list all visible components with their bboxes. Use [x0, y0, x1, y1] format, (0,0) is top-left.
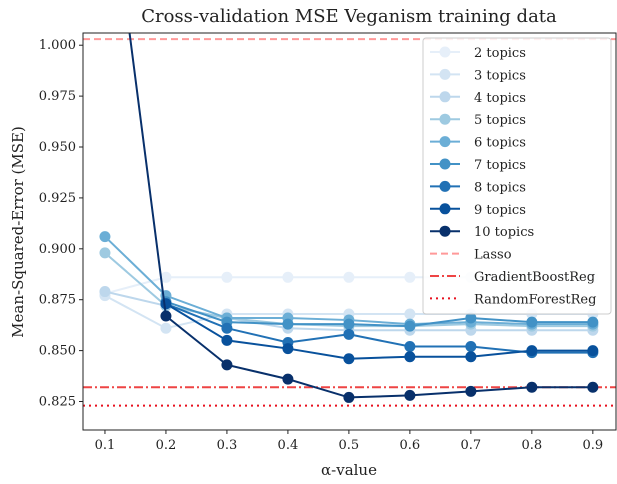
data-point: [587, 381, 599, 393]
x-tick-label: 0.6: [400, 438, 421, 453]
chart-title: Cross-validation MSE Veganism training d…: [141, 6, 557, 27]
legend-marker: [439, 203, 451, 215]
x-axis-label: α-value: [321, 461, 377, 479]
legend-marker: [439, 225, 451, 237]
x-tick-label: 0.3: [217, 438, 238, 453]
legend: 2 topics 3 topics 4 topics 5 topics 6 topics…: [422, 37, 612, 315]
data-point: [221, 334, 233, 346]
series-10-topics: [128, 33, 599, 403]
data-point: [465, 351, 477, 363]
data-point: [160, 310, 172, 322]
data-point: [404, 271, 416, 283]
y-tick-label: 0.875: [39, 293, 76, 308]
legend-label: 8 topics: [474, 180, 526, 195]
data-point: [465, 312, 477, 324]
data-point: [343, 391, 355, 403]
legend-label: 5 topics: [474, 113, 526, 128]
legend-label: 2 topics: [474, 46, 526, 61]
x-tick-label: 0.9: [582, 438, 603, 453]
y-tick-label: 1.000: [39, 38, 76, 53]
data-point: [343, 271, 355, 283]
data-point: [526, 381, 538, 393]
data-point: [221, 322, 233, 334]
data-point: [343, 318, 355, 330]
y-tick-label: 0.850: [39, 344, 76, 359]
y-tick-label: 0.925: [39, 191, 76, 206]
data-point: [160, 298, 172, 310]
y-tick-label: 0.950: [39, 140, 76, 155]
data-point: [282, 318, 294, 330]
y-tick-label: 0.900: [39, 242, 76, 257]
data-point: [465, 385, 477, 397]
data-point: [404, 351, 416, 363]
data-point: [282, 343, 294, 355]
legend-marker: [439, 180, 451, 192]
data-point: [99, 247, 111, 259]
legend-label: Lasso: [474, 248, 512, 263]
data-point: [587, 345, 599, 357]
legend-marker: [439, 136, 451, 148]
plot-frame: [82, 32, 617, 431]
legend-label: 6 topics: [474, 136, 526, 151]
data-point: [160, 271, 172, 283]
data-point: [465, 341, 477, 353]
legend-label: 4 topics: [474, 91, 526, 106]
data-point: [404, 341, 416, 353]
data-point: [404, 308, 416, 320]
data-point: [587, 316, 599, 328]
y-axis-label: Mean-Squared-Error (MSE): [9, 126, 27, 338]
y-tick-label: 0.975: [39, 89, 76, 104]
x-tick-label: 0.1: [95, 438, 116, 453]
data-point: [343, 328, 355, 340]
data-point: [404, 320, 416, 332]
data-point: [282, 373, 294, 385]
legend-label: GradientBoostReg: [474, 270, 595, 285]
data-point: [99, 286, 111, 298]
series-9-topics: [160, 298, 599, 365]
data-point: [221, 271, 233, 283]
data-point: [282, 271, 294, 283]
x-tick-label: 0.4: [278, 438, 299, 453]
legend-marker: [439, 158, 451, 170]
legend-label: 9 topics: [474, 203, 526, 218]
x-tick-label: 0.5: [339, 438, 360, 453]
data-point: [99, 231, 111, 243]
data-point: [526, 316, 538, 328]
legend-label: 7 topics: [474, 158, 526, 173]
series-line: [165, 302, 593, 360]
legend-marker: [439, 68, 451, 80]
x-tick-label: 0.8: [521, 438, 542, 453]
x-tick-label: 0.7: [461, 438, 482, 453]
data-point: [343, 353, 355, 365]
legend-label: 3 topics: [474, 68, 526, 83]
legend-label: 10 topics: [474, 225, 534, 240]
series-line: [165, 300, 593, 328]
x-tick-label: 0.2: [156, 438, 177, 453]
data-point: [526, 345, 538, 357]
data-point: [160, 322, 172, 334]
legend-label: RandomForestReg: [474, 292, 596, 307]
data-point: [404, 389, 416, 401]
legend-marker: [439, 46, 451, 58]
data-point: [221, 359, 233, 371]
legend-marker: [439, 113, 451, 125]
legend-marker: [439, 91, 451, 103]
legend-box: [422, 37, 612, 315]
y-tick-label: 0.825: [39, 394, 76, 409]
